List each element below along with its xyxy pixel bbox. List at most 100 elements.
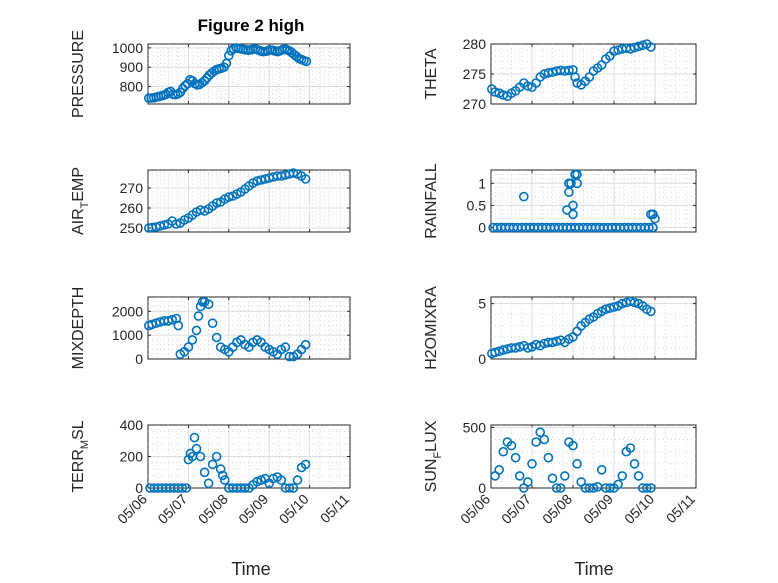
y-axis-label-sun_flux: SUNFLUX	[423, 420, 444, 492]
data-point	[191, 325, 202, 336]
y-tick-label: 400	[120, 417, 144, 433]
y-tick-label: 280	[463, 36, 487, 52]
y-axis-label-pressure: PRESSURE	[70, 30, 87, 118]
data-point	[523, 343, 533, 353]
y-tick-label: 270	[120, 180, 144, 196]
y-tick-label: 800	[120, 79, 144, 95]
data-point	[220, 475, 230, 485]
x-tick-label: 05/11	[317, 491, 353, 527]
y-tick-label: 260	[120, 200, 144, 216]
y-tick-label: 270	[463, 96, 487, 112]
data-point	[646, 306, 656, 317]
x-tick-label: 05/06	[457, 491, 493, 527]
data-point	[288, 483, 299, 493]
x-tick-label: 05/06	[114, 491, 150, 527]
data-point	[535, 427, 546, 438]
y-tick-label: 1000	[112, 327, 143, 343]
data-point	[211, 451, 222, 462]
data-point	[171, 219, 182, 229]
panel-h2omixra: 0 5 H2OMIXRA	[423, 286, 697, 370]
y-tick-label: 0	[478, 351, 486, 367]
data-point	[292, 475, 303, 485]
data-point	[633, 41, 644, 52]
axes-box-h2omixra	[490, 296, 697, 360]
panel-rainfall: 0 0.5 1 RAINFALL	[423, 163, 697, 239]
y-tick-label: 0	[135, 351, 143, 367]
data-point	[288, 168, 299, 178]
y-tick-label: 0	[135, 480, 143, 496]
data-point	[256, 475, 266, 485]
data-point	[224, 50, 234, 61]
panel-theta: 270 275 280 THETA	[423, 36, 697, 112]
data-point	[300, 339, 311, 350]
data-point	[568, 440, 578, 451]
data-point	[564, 65, 574, 76]
data-point	[572, 458, 582, 469]
y-axis-label-terr_msl: TERRMSL	[70, 420, 91, 492]
data-point	[629, 297, 640, 308]
data-point	[180, 80, 190, 91]
data-point	[609, 302, 619, 312]
data-point	[177, 483, 188, 493]
data-point	[641, 483, 652, 493]
data-point	[617, 471, 628, 481]
data-point	[161, 89, 171, 100]
data-point	[613, 479, 623, 490]
data-point	[199, 467, 210, 478]
panel-pressure: 800 900 1000 PRESSURE	[70, 30, 351, 118]
data-point	[514, 471, 525, 481]
panel-mixdepth: 0 1000 2000 MIXDEPTH	[70, 287, 351, 370]
data-point	[189, 432, 200, 443]
data-point	[510, 452, 521, 463]
y-tick-label: 0.5	[467, 197, 487, 213]
data-point	[280, 342, 291, 352]
y-axis-label-mixdepth: MIXDEPTH	[70, 287, 87, 370]
data-point	[301, 56, 312, 67]
panel-terr_msl: 0 200 400 TERRMSL 05/06 05/07 05/08 05/09 05/10 0…	[70, 417, 352, 527]
data-point	[490, 87, 500, 97]
data-point	[629, 458, 640, 469]
data-point	[203, 478, 214, 489]
data-point	[605, 483, 615, 493]
data-point	[646, 42, 656, 52]
data-point	[167, 314, 177, 325]
data-point	[559, 471, 570, 481]
figure-title: Figure 2 high	[198, 16, 305, 35]
y-tick-label: 1	[478, 175, 486, 191]
data-point	[518, 191, 529, 202]
data-point	[211, 198, 222, 208]
series-sun_flux	[490, 427, 656, 493]
data-point	[276, 475, 287, 485]
y-tick-label: 2000	[112, 303, 143, 319]
data-point	[181, 483, 192, 493]
data-point	[494, 464, 505, 475]
data-point	[648, 222, 658, 233]
data-point	[240, 483, 250, 493]
y-axis-label-air_temp: AIRTEMP	[70, 167, 91, 235]
y-tick-label: 900	[120, 59, 144, 75]
y-tick-label: 200	[120, 449, 144, 465]
series-h2omixra	[486, 296, 656, 359]
data-point	[588, 483, 599, 493]
data-point	[291, 51, 302, 62]
data-point	[531, 437, 541, 447]
data-point	[646, 483, 656, 493]
series-rainfall	[488, 169, 660, 233]
y-tick-label: 0	[478, 480, 486, 496]
x-tick-label: 05/08	[195, 491, 231, 527]
data-point	[650, 213, 660, 224]
x-axis-label-left: Time	[231, 559, 270, 579]
data-point	[193, 311, 204, 321]
data-point	[527, 458, 537, 469]
data-point	[224, 192, 234, 202]
data-point	[539, 434, 550, 445]
data-point	[183, 342, 194, 352]
data-point	[177, 83, 188, 94]
data-point	[211, 332, 222, 343]
data-point	[203, 299, 214, 310]
data-point	[498, 446, 509, 457]
data-point	[195, 451, 206, 462]
data-point	[596, 464, 607, 475]
y-tick-label: 275	[463, 66, 487, 82]
data-point	[187, 335, 198, 345]
